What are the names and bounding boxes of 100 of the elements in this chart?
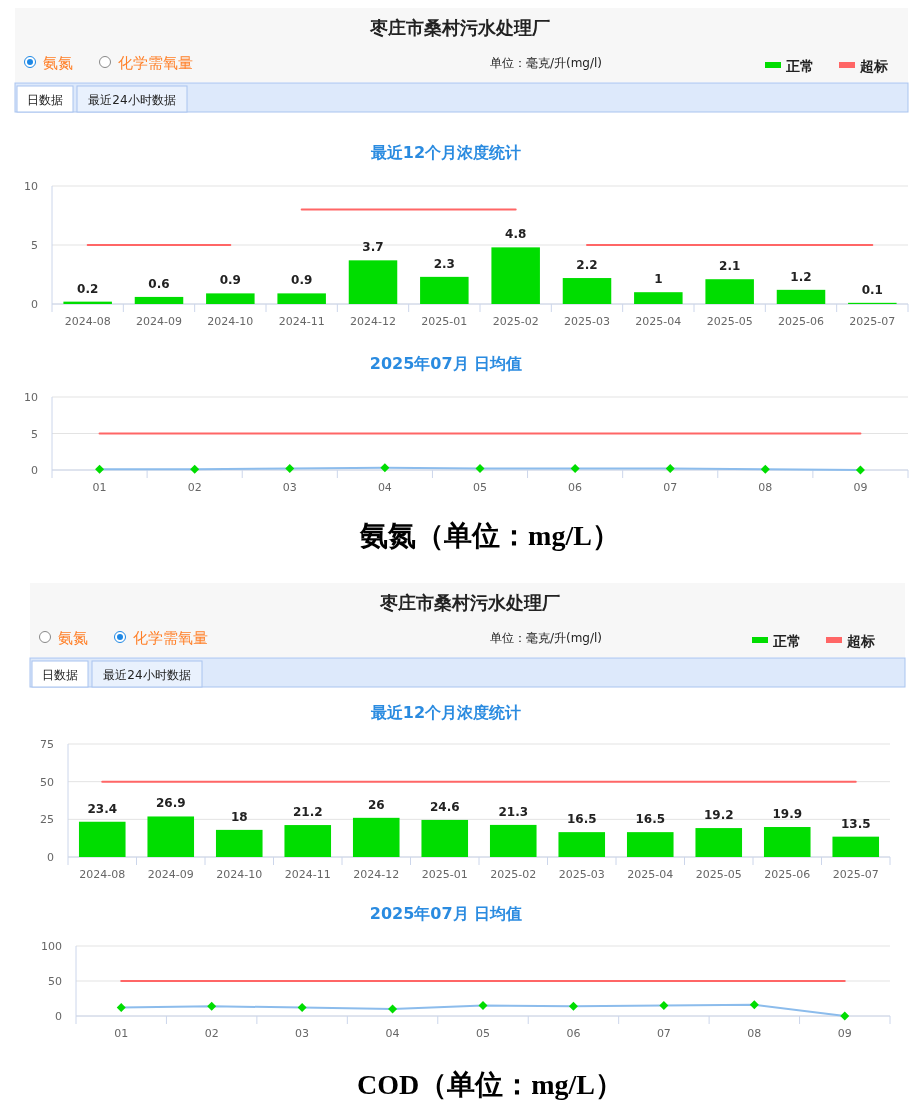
data-label: 1.2: [790, 269, 812, 284]
data-label: 19.2: [703, 808, 734, 823]
x-tick-label: 2025-07: [849, 315, 896, 328]
x-tick-label: 04: [377, 481, 392, 494]
bar: [491, 247, 540, 304]
point: [207, 1001, 217, 1011]
bar: [562, 278, 612, 304]
text: 最近24小时数据: [88, 93, 176, 107]
chart-title: 2025年07月 日均值: [369, 904, 523, 923]
data-label: 16.5: [566, 812, 597, 827]
bar: [634, 292, 683, 304]
text: 氨氮: [43, 54, 73, 72]
y-tick-label: 5: [31, 427, 38, 441]
chart-title: 最近12个月浓度统计: [369, 703, 522, 722]
text: 最近24小时数据: [103, 668, 191, 682]
data-label: 2.3: [433, 256, 455, 271]
x-tick-label: 2024-12: [350, 315, 396, 328]
text: 氨氮（单位：mg/L）: [359, 520, 620, 551]
y-tick-label: 50: [40, 775, 54, 789]
x-tick-label: 2024-08: [64, 315, 111, 328]
x-tick-label: 07: [656, 1027, 671, 1040]
y-tick-label: 0: [31, 298, 38, 311]
x-tick-label: 2024-12: [353, 868, 400, 881]
x-tick-label: 2025-07: [832, 868, 879, 881]
text: 日数据: [42, 668, 78, 682]
x-tick-label: 04: [385, 1027, 400, 1040]
bar: [832, 836, 880, 857]
x-tick-label: 09: [837, 1027, 852, 1040]
bar: [776, 289, 826, 304]
point: [116, 1003, 126, 1013]
data-label: 23.4: [87, 801, 118, 816]
legend-label: 正常: [785, 58, 814, 74]
x-tick-label: 2024-11: [278, 315, 325, 328]
data-label: 24.6: [429, 799, 460, 814]
bar: [626, 832, 674, 857]
bar: [134, 296, 184, 304]
bar: [147, 816, 195, 857]
point: [568, 1001, 578, 1011]
y-tick-label: 75: [40, 738, 54, 751]
text: 化学需氧量: [133, 629, 208, 647]
y-tick-label: 100: [41, 940, 62, 953]
x-tick-label: 03: [295, 1027, 310, 1040]
text: 日数据: [27, 93, 63, 107]
x-tick-label: 02: [204, 1027, 219, 1040]
x-tick-label: 06: [566, 1027, 581, 1040]
x-tick-label: 2024-11: [284, 868, 331, 881]
bar: [277, 293, 326, 304]
bar: [78, 821, 126, 857]
text: 枣庄市桑村污水处理厂: [369, 17, 550, 38]
point: [749, 1000, 759, 1010]
text: COD（单位：mg/L）: [357, 1069, 623, 1100]
y-tick-label: 0: [31, 464, 38, 477]
y-tick-label: 0: [47, 851, 54, 864]
legend-label: 超标: [846, 633, 875, 649]
bar: [215, 829, 263, 857]
x-tick-label: 2025-03: [558, 868, 605, 881]
data-label: 0.9: [219, 273, 241, 288]
data-label: 16.5: [635, 812, 666, 827]
x-tick-label: 2024-09: [147, 868, 194, 881]
y-tick-label: 0: [55, 1010, 62, 1023]
x-tick-label: 2025-04: [635, 315, 682, 328]
x-tick-label: 06: [568, 481, 583, 494]
x-tick-label: 09: [853, 481, 868, 494]
bar: [763, 827, 811, 857]
bar: [695, 828, 743, 857]
text: 单位：毫克/升(mg/l): [489, 631, 603, 645]
bar: [352, 817, 400, 857]
x-tick-label: 2025-05: [695, 868, 742, 881]
x-tick-label: 2024-10: [207, 315, 254, 328]
text: 单位：毫克/升(mg/l): [489, 56, 603, 70]
point: [388, 1004, 398, 1014]
x-tick-label: 01: [92, 481, 107, 494]
x-tick-label: 02: [187, 481, 202, 494]
data-label: 21.2: [292, 805, 323, 820]
data-label: 0.2: [77, 281, 99, 296]
text: 化学需氧量: [118, 54, 193, 72]
data-label: 0.6: [148, 276, 170, 291]
text: 枣庄市桑村污水处理厂: [379, 592, 560, 613]
bar: [705, 279, 754, 304]
data-label: 26.9: [155, 796, 186, 811]
data-label: 0.1: [861, 282, 883, 297]
x-tick-label: 08: [747, 1027, 762, 1040]
legend-label: 超标: [859, 58, 888, 74]
x-tick-label: 2025-05: [706, 315, 753, 328]
x-tick-label: 2025-06: [764, 868, 811, 881]
data-label: 3.7: [362, 240, 384, 255]
data-label: 2.2: [576, 258, 598, 273]
x-tick-label: 2025-06: [778, 315, 824, 328]
bar: [420, 276, 469, 304]
y-tick-label: 25: [40, 813, 54, 827]
x-tick-label: 05: [473, 481, 487, 494]
point: [478, 1001, 488, 1010]
text: 氨氮: [58, 629, 88, 647]
y-tick-label: 10: [24, 391, 38, 404]
data-label: 2.1: [719, 259, 741, 274]
x-tick-label: 2025-04: [627, 868, 674, 881]
bar: [284, 825, 332, 857]
x-tick-label: 05: [476, 1027, 490, 1040]
bar: [348, 260, 398, 304]
y-tick-label: 5: [31, 239, 38, 252]
